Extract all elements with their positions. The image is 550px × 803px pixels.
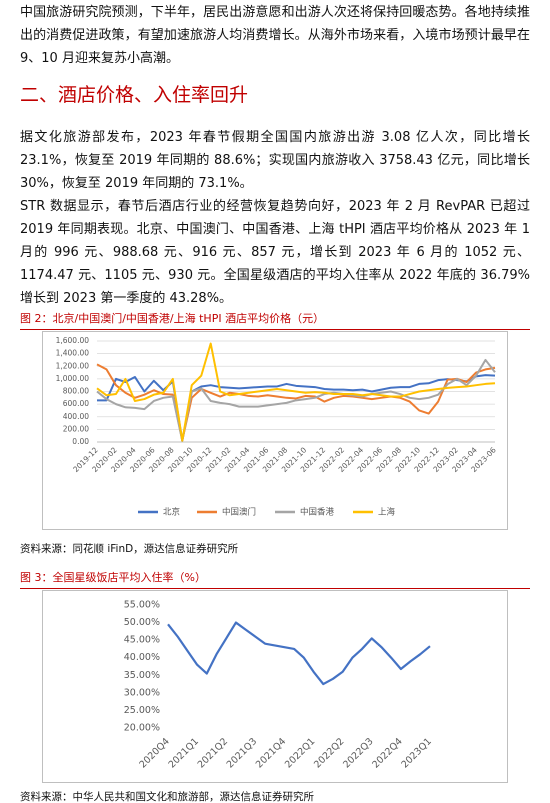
x-tick-label: 2022Q3 xyxy=(341,736,375,770)
figure-source: 资料来源：同花顺 iFinD，源达信息证券研究所 xyxy=(20,543,239,555)
legend-label: 北京 xyxy=(163,507,180,518)
y-tick-label: 35.00% xyxy=(124,670,160,681)
figure-caption: 图 3：全国星级饭店平均入住率（%） xyxy=(20,569,530,589)
y-tick-label: 1,000.00 xyxy=(56,374,90,383)
paragraph: STR 数据显示，春节后酒店行业的经营恢复趋势向好，2023 年 2 月 Rev… xyxy=(20,199,530,306)
paragraph: 中国旅游研究院预测，下半年，居民出游意愿和出游人次还将保持回暖态势。各地持续推出… xyxy=(20,5,530,66)
chart: 0.00 200.00 400.00 600.00 800.00 1,000.00 1,20… xyxy=(42,331,508,530)
x-tick-label: 2021Q4 xyxy=(254,736,288,770)
legend-label: 中国香港 xyxy=(300,507,335,518)
paragraph: 据文化旅游部发布，2023 年春节假期全国国内旅游出游 3.08 亿人次，同比增… xyxy=(20,130,530,191)
line-series xyxy=(96,342,496,442)
legend-label: 中国澳门 xyxy=(222,507,256,518)
y-tick-label: 30.00% xyxy=(124,687,160,698)
y-tick-label: 200.00 xyxy=(63,424,89,433)
x-tick-label: 2020Q4 xyxy=(137,736,171,770)
x-tick-label: 2022Q2 xyxy=(312,736,346,770)
chart-border xyxy=(42,331,508,530)
chart: 20.00% 25.00% 30.00% 35.00% 40.00% 45.00% 50.0… xyxy=(42,590,508,783)
legend-label: 上海 xyxy=(378,507,396,518)
x-tick-label: 2021Q1 xyxy=(167,736,201,770)
y-tick-label: 40.00% xyxy=(124,652,160,663)
y-tick-label: 400.00 xyxy=(63,412,89,421)
line-series xyxy=(167,621,431,686)
chart-border xyxy=(42,590,508,783)
section-title: 二、酒店价格、入住率回升 xyxy=(20,84,249,106)
figure-source: 资料来源：中华人民共和国文化和旅游部，源达信息证券研究所 xyxy=(20,791,314,803)
y-tick-label: 55.00% xyxy=(124,600,160,611)
line-series xyxy=(96,363,496,442)
y-tick-label: 1,400.00 xyxy=(56,349,90,358)
x-tick-label: 2022Q4 xyxy=(370,736,404,770)
y-tick-label: 0.00 xyxy=(72,437,89,446)
y-tick-label: 25.00% xyxy=(124,705,160,716)
figure-caption: 图 2：北京/中国澳门/中国香港/上海 tHPI 酒店平均价格（元） xyxy=(20,310,530,330)
x-tick-label: 2022Q1 xyxy=(283,736,317,770)
y-tick-label: 45.00% xyxy=(124,635,160,646)
y-tick-label: 1,600.00 xyxy=(56,336,90,345)
line-series xyxy=(97,374,496,442)
y-tick-label: 20.00% xyxy=(124,723,160,734)
y-tick-label: 600.00 xyxy=(63,399,89,408)
x-tick-label: 2021Q2 xyxy=(196,736,230,770)
x-tick-label: 2023Q1 xyxy=(399,736,433,770)
y-tick-label: 800.00 xyxy=(63,387,89,396)
x-tick-label: 2021Q3 xyxy=(225,736,259,770)
line-series xyxy=(96,358,496,442)
y-tick-label: 50.00% xyxy=(124,617,160,628)
y-tick-label: 1,200.00 xyxy=(56,361,90,370)
